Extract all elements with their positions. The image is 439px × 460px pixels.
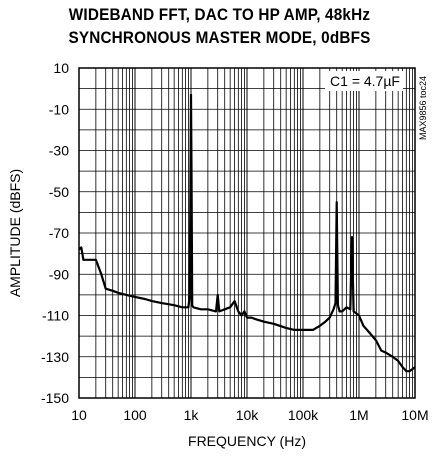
y-tick-label: -90: [49, 266, 69, 282]
x-tick-label: 1k: [184, 407, 200, 423]
y-axis-label: AMPLITUDE (dBFS): [7, 169, 23, 297]
x-tick-label: 10k: [236, 407, 260, 423]
y-tick-label: -130: [41, 349, 69, 365]
grid: [79, 68, 415, 398]
x-tick-label: 10M: [401, 407, 428, 423]
plot-frame: [78, 67, 416, 399]
x-tick-label: 1M: [349, 407, 368, 423]
tick-labels: 10 100 1k 10k 100k 1M 10M 10 -10 -30 -50 -70 -90 -110…: [41, 60, 429, 423]
annotation-c1: C1 = 4.7µF: [330, 73, 400, 89]
plot-area: [78, 93, 416, 373]
y-tick-label: 10: [53, 60, 69, 76]
y-tick-label: -110: [42, 308, 69, 324]
y-tick-label: -70: [49, 225, 69, 241]
annotation-box: C1 = 4.7µF: [325, 71, 403, 91]
part-number: MAX9856 toc24: [418, 76, 428, 140]
chart-title-line1: WIDEBAND FFT, DAC TO HP AMP, 48kHz: [68, 5, 371, 24]
chart-title-line2: SYNCHRONOUS MASTER MODE, 0dBFS: [68, 28, 371, 47]
x-axis-label: FREQUENCY (Hz): [188, 433, 306, 449]
y-tick-label: -150: [41, 390, 69, 406]
x-tick-label: 100: [123, 407, 147, 423]
x-tick-label: 100k: [288, 407, 319, 423]
y-tick-label: -10: [49, 101, 69, 117]
x-tick-label: 10: [71, 407, 87, 423]
y-tick-label: -30: [49, 143, 69, 159]
y-tick-label: -50: [49, 184, 69, 200]
fft-trace: [78, 93, 416, 373]
